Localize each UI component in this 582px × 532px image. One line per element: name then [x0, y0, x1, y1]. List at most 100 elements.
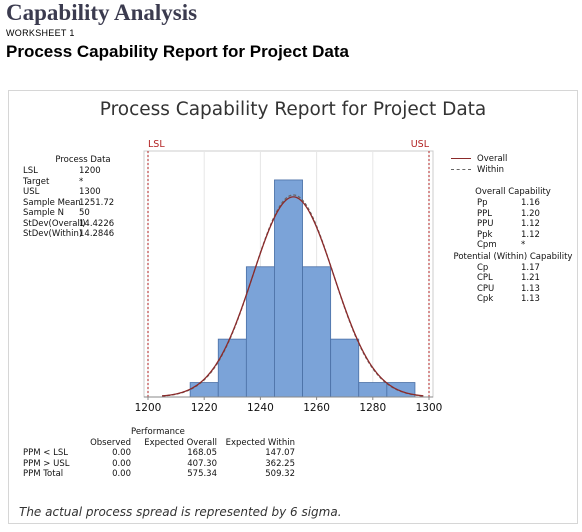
app-title: Capability Analysis	[6, 0, 198, 25]
overall-capability-label: Pp	[477, 198, 488, 208]
performance-cell: 0.00	[112, 448, 131, 458]
performance-cell: 362.25	[265, 458, 295, 469]
x-tick-label: 1280	[359, 402, 386, 414]
overall-capability-value: 1.16	[521, 198, 540, 208]
usl-label: USL	[411, 139, 430, 150]
process-data-row: Target *	[23, 177, 133, 188]
performance-row: PPM > USL 0.00 407.30 362.25	[23, 459, 295, 470]
histogram-bar	[302, 266, 332, 398]
process-data-label: StDev(Overall)	[23, 218, 86, 229]
overall-capability-label: PPU	[477, 219, 494, 229]
process-data-value: 1300	[79, 187, 101, 197]
overall-capability-row: Pp 1.16	[449, 198, 577, 209]
histogram-chart: LSL USL 1200 1220 1240 1260 1280 1300	[135, 139, 443, 414]
within-capability-title: Potential (Within) Capability	[453, 251, 573, 262]
overall-capability-label: PPL	[477, 208, 492, 219]
performance-table: Performance Observed Expected Overall Expe…	[23, 427, 295, 480]
overall-capability-row: Ppk 1.12	[449, 230, 577, 241]
overall-capability-title: Overall Capability	[475, 187, 551, 197]
process-data-label: Sample Mean	[23, 197, 81, 208]
histogram-bar	[189, 382, 219, 398]
legend-entry-overall: Overall	[451, 153, 507, 164]
process-data-row: Sample N 50	[23, 208, 133, 219]
process-data-value: 14.4226	[79, 218, 115, 229]
x-tick-label: 1220	[191, 402, 218, 414]
x-tick-label: 1300	[416, 402, 443, 414]
chart-legend: Overall Within	[451, 153, 507, 175]
worksheet-label: WORKSHEET 1	[6, 28, 75, 38]
x-tick-label: 1260	[303, 402, 330, 414]
within-capability-label: Cpk	[477, 294, 494, 304]
within-capability-value: 1.13	[521, 283, 540, 294]
overall-capability-value: *	[521, 240, 526, 250]
histogram-bar	[274, 179, 303, 398]
performance-cell: 147.07	[265, 448, 295, 458]
performance-header-cell: Expected Overall	[144, 437, 217, 448]
histogram-bar	[245, 266, 275, 398]
within-capability-value: 1.21	[521, 273, 540, 283]
performance-header-cell	[23, 438, 81, 449]
process-data-row: StDev(Within) 14.2846	[23, 229, 133, 240]
overall-capability-label: Cpm	[477, 240, 497, 250]
performance-cell: 0.00	[112, 458, 131, 469]
process-data-row: StDev(Overall) 14.4226	[23, 219, 133, 230]
within-capability-label: CPL	[477, 273, 493, 283]
performance-header-row: Observed Expected Overall Expected Within	[23, 438, 295, 449]
within-capability-value: 1.13	[521, 294, 540, 304]
process-data-value: 50	[79, 208, 90, 218]
process-data-value: *	[79, 176, 84, 187]
performance-row: PPM < LSL 0.00 168.05 147.07	[23, 448, 295, 459]
process-data-row: USL 1300	[23, 187, 133, 198]
overall-capability-value: 1.12	[521, 219, 540, 229]
performance-row: PPM Total 0.00 575.34 509.32	[23, 469, 295, 480]
footnote: The actual process spread is represented…	[19, 505, 342, 519]
performance-cell: 0.00	[112, 469, 131, 479]
overall-curve	[161, 196, 424, 397]
overall-capability-label: Ppk	[477, 229, 493, 240]
capability-report-panel: Process Capability Report for Project Da…	[8, 90, 578, 524]
overall-capability-row: PPL 1.20	[449, 209, 577, 220]
performance-title: Performance	[131, 427, 185, 437]
performance-cell: 575.34	[187, 469, 217, 479]
performance-cell: PPM Total	[23, 469, 64, 479]
histogram-bar	[358, 382, 388, 398]
x-tick-label: 1240	[247, 402, 274, 414]
chart-title: Process Capability Report for Project Da…	[99, 99, 487, 120]
overall-capability-row: PPU 1.12	[449, 219, 577, 230]
within-capability-label: Cp	[477, 262, 489, 273]
within-capability-row: CPU 1.13	[449, 284, 577, 295]
histogram-bar	[217, 338, 247, 398]
process-data-row: LSL 1200	[23, 166, 133, 177]
overall-capability-value: 1.12	[521, 229, 540, 240]
performance-cell: 168.05	[187, 448, 217, 458]
within-capability-row: Cpk 1.13	[449, 294, 577, 305]
performance-cell: PPM > USL	[23, 458, 70, 469]
legend-label-overall: Overall	[477, 153, 508, 164]
process-data-value: 1200	[79, 166, 101, 176]
within-capability-row: CPL 1.21	[449, 273, 577, 284]
performance-header-cell: Observed	[90, 437, 131, 448]
overall-capability-value: 1.20	[521, 208, 540, 219]
overall-capability-row: Cpm *	[449, 240, 577, 251]
lsl-label: LSL	[148, 139, 165, 150]
capability-stats: Overall Capability Pp 1.16 PPL 1.20 PPU 1.12 P…	[449, 187, 577, 305]
process-data-value: 1251.72	[79, 197, 115, 208]
process-data-label: StDev(Within)	[23, 229, 83, 239]
process-data-title: Process Data	[55, 155, 111, 165]
histogram-bar	[330, 338, 360, 398]
process-data-label: Target	[23, 176, 50, 187]
within-capability-label: CPU	[477, 283, 495, 294]
within-capability-row: Cp 1.17	[449, 263, 577, 274]
performance-cell: PPM < LSL	[23, 448, 68, 458]
process-data-label: LSL	[23, 166, 38, 176]
process-data-table: Process Data LSL 1200 Target * USL 1300 Sample…	[23, 155, 133, 240]
legend-entry-within: Within	[451, 164, 507, 175]
performance-cell: 407.30	[187, 458, 217, 469]
process-data-row: Sample Mean 1251.72	[23, 198, 133, 209]
performance-cell: 509.32	[265, 469, 295, 479]
performance-header-cell: Expected Within	[225, 437, 295, 448]
process-data-label: Sample N	[23, 208, 64, 218]
process-data-value: 14.2846	[79, 229, 115, 239]
report-heading: Process Capability Report for Project Da…	[6, 42, 349, 61]
x-tick-label: 1200	[135, 402, 162, 414]
